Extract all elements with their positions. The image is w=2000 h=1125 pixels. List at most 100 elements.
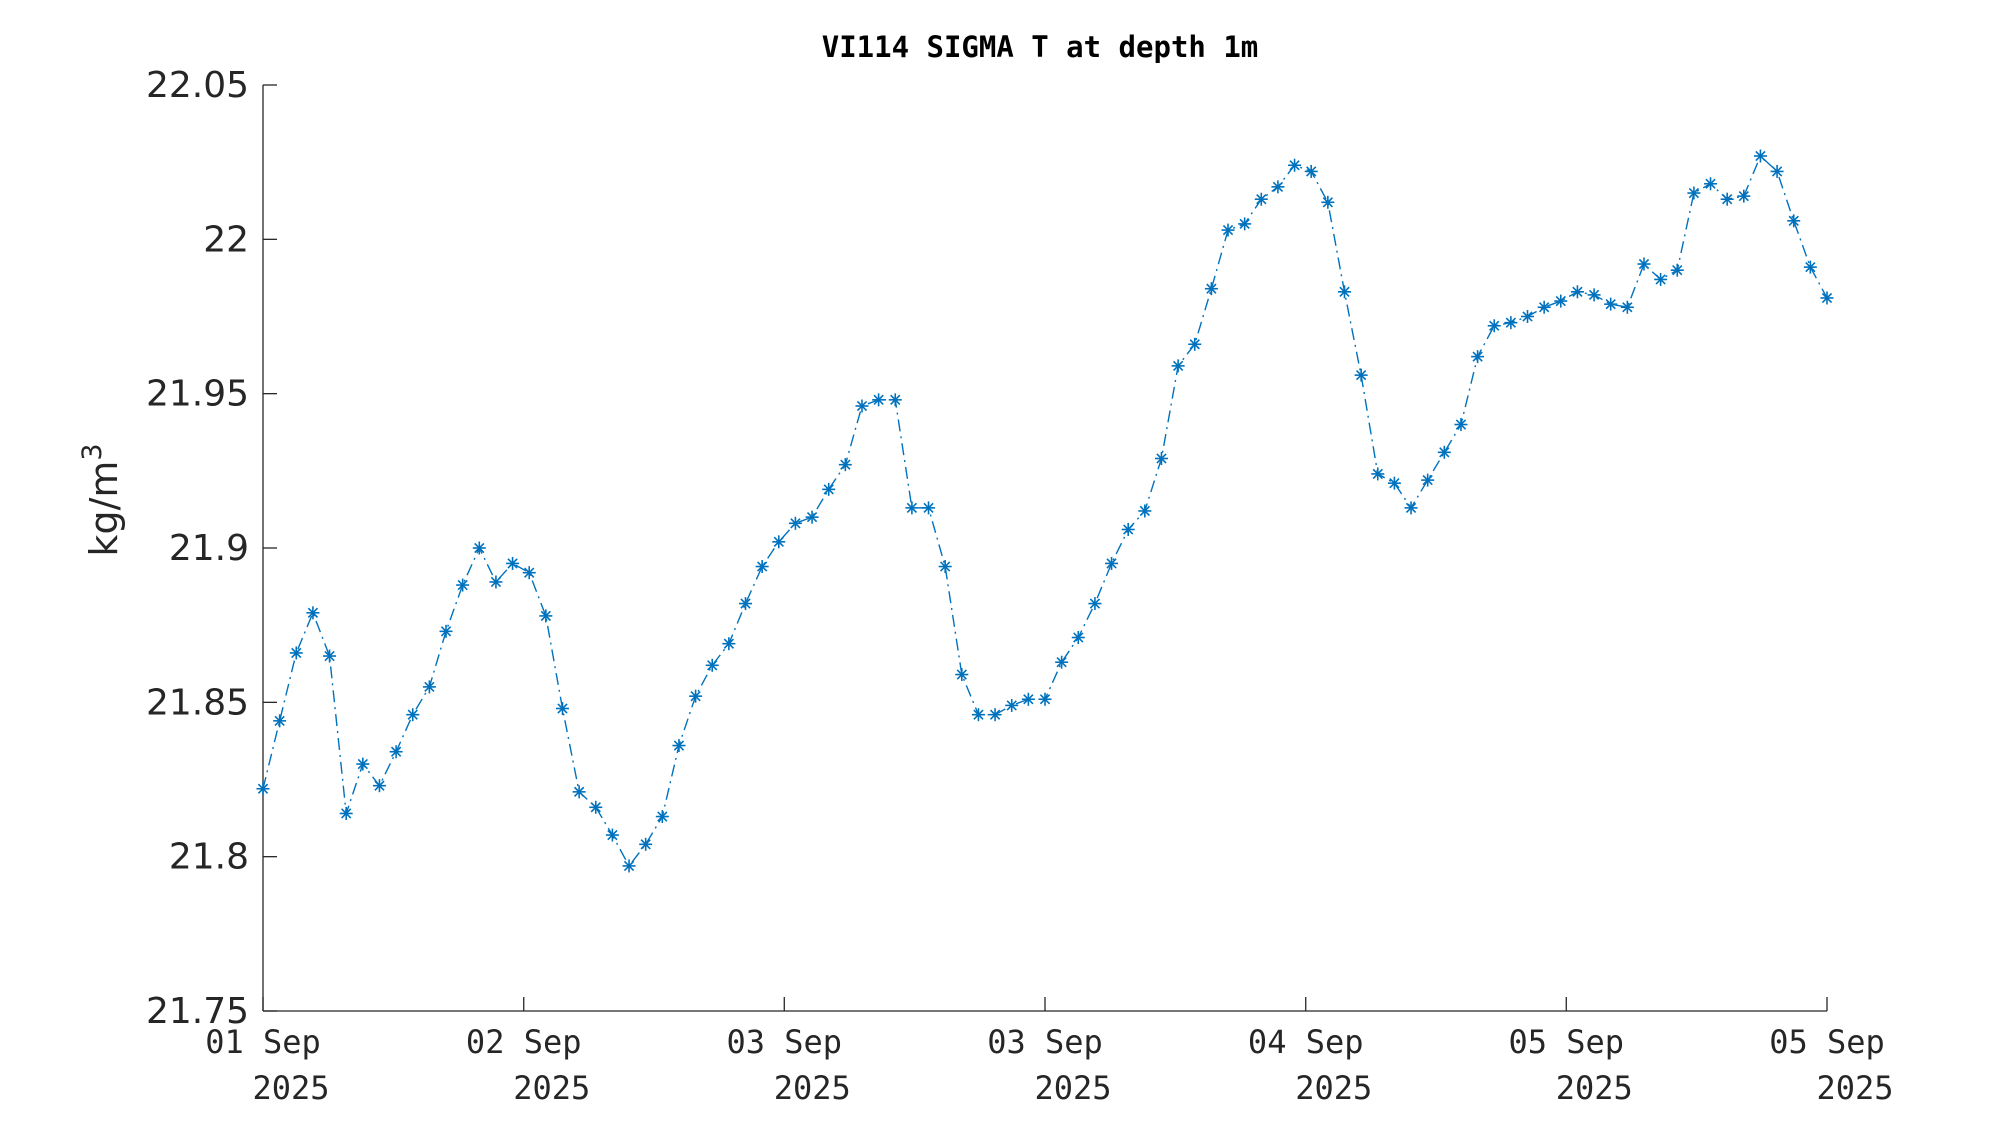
x-tick-label-year: 2025	[1295, 1069, 1372, 1107]
data-point	[1720, 192, 1734, 206]
data-point	[872, 393, 886, 407]
data-point	[572, 785, 586, 799]
data-point	[1055, 655, 1069, 669]
y-axis-label: kg/m3	[77, 443, 126, 556]
axes	[262, 85, 1827, 1012]
y-tick-label: 21.95	[146, 374, 249, 415]
data-point	[1288, 158, 1302, 172]
data-point	[822, 482, 836, 496]
data-point	[1820, 291, 1834, 305]
data-point	[1304, 164, 1318, 178]
data-point	[1321, 195, 1335, 209]
data-point	[689, 689, 703, 703]
data-point	[289, 646, 303, 660]
data-point	[1787, 214, 1801, 228]
data-point	[1471, 350, 1485, 364]
x-tick-label-day: 04 Sep	[1248, 1023, 1364, 1061]
data-point	[1254, 192, 1268, 206]
data-point	[1620, 300, 1634, 314]
data-point	[506, 556, 520, 570]
data-point	[838, 458, 852, 472]
x-tick-label-year: 2025	[774, 1069, 851, 1107]
data-point	[1154, 451, 1168, 465]
y-tick-label: 21.85	[146, 682, 249, 723]
data-point	[372, 779, 386, 793]
y-tick-label: 22	[203, 219, 249, 260]
data-point	[1021, 692, 1035, 706]
data-point	[1437, 445, 1451, 459]
data-point	[273, 714, 287, 728]
data-point	[472, 541, 486, 555]
data-point	[955, 668, 969, 682]
data-point	[1504, 316, 1518, 330]
data-point	[323, 649, 337, 663]
data-point	[1521, 310, 1535, 323]
data-point	[1404, 501, 1418, 515]
data-point	[672, 739, 686, 753]
data-point	[1238, 217, 1252, 231]
data-point	[1454, 418, 1468, 432]
data-point	[522, 566, 536, 580]
x-tick-label-year: 2025	[1034, 1069, 1111, 1107]
data-point	[1770, 164, 1784, 178]
x-tick-label-year: 2025	[252, 1069, 329, 1107]
data-point	[605, 828, 619, 842]
data-point	[805, 510, 819, 524]
data-point	[1121, 522, 1135, 536]
data-point	[938, 560, 952, 574]
y-tick-label: 21.75	[146, 991, 249, 1032]
data-point	[705, 658, 719, 672]
y-tick-label: 21.9	[169, 528, 249, 569]
y-axis-label-superscript: 3	[77, 443, 108, 460]
data-point	[855, 399, 869, 413]
data-point	[1487, 319, 1501, 333]
data-point	[1038, 692, 1052, 706]
plot-area	[256, 149, 1834, 873]
data-point	[1204, 282, 1218, 296]
y-tick-label: 21.8	[169, 837, 249, 878]
data-point	[389, 745, 403, 759]
data-point	[555, 702, 569, 716]
data-point	[922, 501, 936, 515]
data-point	[639, 837, 653, 851]
data-point	[456, 578, 470, 592]
x-tick-label-day: 01 Sep	[205, 1023, 321, 1061]
data-point	[722, 637, 736, 651]
data-point	[1271, 180, 1285, 194]
data-point	[1188, 337, 1202, 351]
data-point	[1753, 149, 1767, 163]
y-tick-label: 22.05	[146, 65, 249, 106]
data-point	[339, 806, 353, 820]
data-point	[1803, 260, 1817, 274]
data-point	[1071, 631, 1085, 645]
data-point	[1654, 272, 1668, 286]
data-point	[1737, 189, 1751, 203]
data-point	[589, 800, 603, 814]
data-point	[772, 535, 786, 549]
data-point	[755, 560, 769, 574]
x-tick-label-year: 2025	[1816, 1069, 1893, 1107]
data-point	[1687, 186, 1701, 200]
x-tick-label-day: 03 Sep	[987, 1023, 1103, 1061]
data-point	[1554, 294, 1568, 308]
data-point	[1704, 177, 1718, 191]
data-point	[1371, 467, 1385, 481]
data-point	[1421, 473, 1435, 487]
data-point	[439, 624, 453, 638]
data-point	[1337, 285, 1351, 299]
data-point	[1171, 359, 1185, 373]
data-point	[1354, 368, 1368, 382]
data-point	[539, 609, 553, 623]
data-point	[1587, 288, 1601, 302]
data-point	[1005, 698, 1019, 712]
data-point	[1105, 556, 1119, 570]
series-line	[262, 154, 1828, 868]
data-point	[1604, 297, 1618, 311]
svg-text:kg/m3: kg/m3	[77, 443, 126, 556]
data-point	[988, 708, 1002, 722]
data-point	[306, 606, 320, 620]
data-point	[1387, 476, 1401, 490]
data-point	[1637, 257, 1651, 271]
data-point	[489, 575, 503, 589]
